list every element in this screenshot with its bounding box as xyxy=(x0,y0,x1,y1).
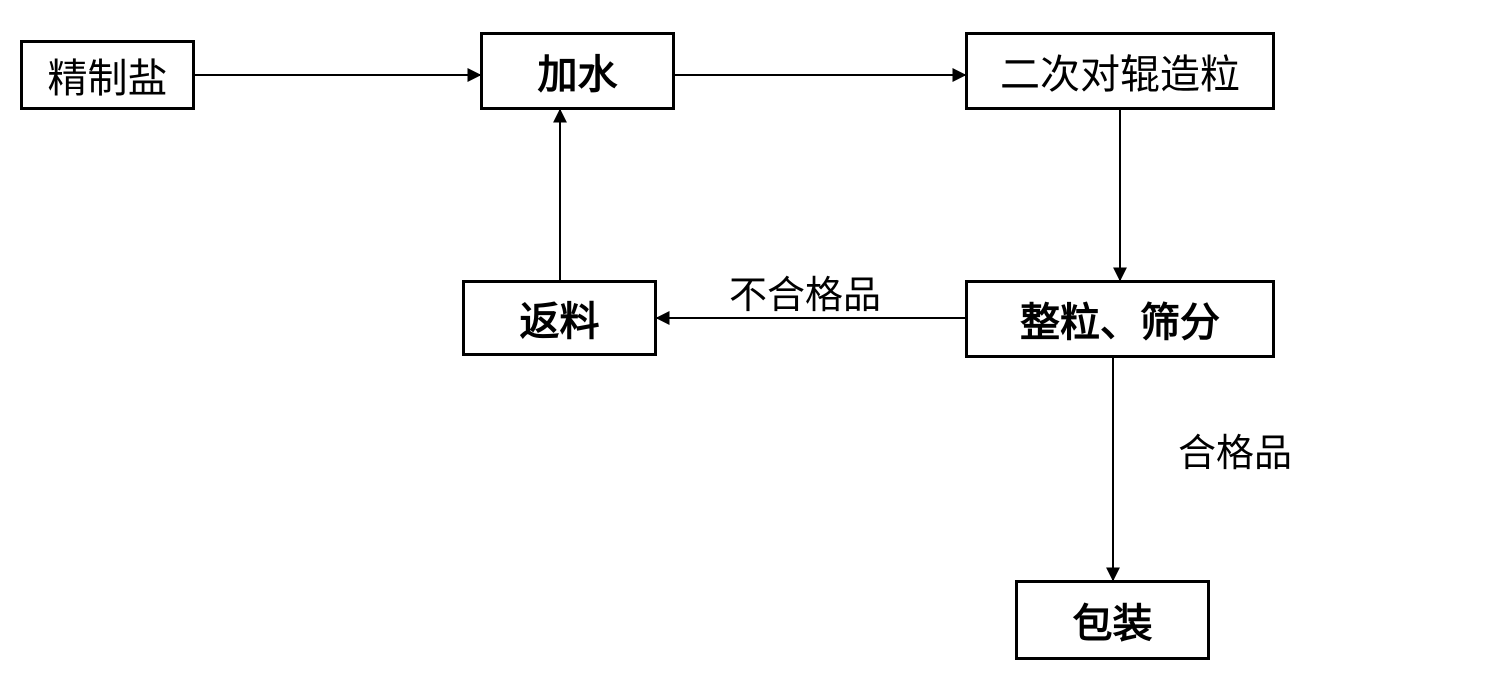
node-sizing: 整粒、筛分 xyxy=(965,280,1275,358)
edge-label-accept_label: 合格品 xyxy=(1150,420,1320,478)
node-label-granulation: 二次对辊造粒 xyxy=(1000,42,1240,100)
node-granulation: 二次对辊造粒 xyxy=(965,32,1275,110)
node-add_water: 加水 xyxy=(480,32,675,110)
node-label-sizing: 整粒、筛分 xyxy=(1020,290,1220,348)
edge-label-reject_label: 不合格品 xyxy=(700,262,910,320)
flowchart-canvas: 精制盐 加水 二次对辊造粒整粒、筛分 返料包装 不合格品合格品 xyxy=(0,0,1493,696)
node-label-add_water: 加水 xyxy=(538,42,618,100)
edge-label-text-accept_label: 合格品 xyxy=(1178,422,1292,477)
node-label-packaging: 包装 xyxy=(1073,591,1153,649)
node-label-refined_salt: 精制盐 xyxy=(48,46,168,104)
node-label-return_feed: 返料 xyxy=(520,289,600,347)
edge-label-text-reject_label: 不合格品 xyxy=(729,264,881,319)
node-return_feed: 返料 xyxy=(462,280,657,356)
node-packaging: 包装 xyxy=(1015,580,1210,660)
node-refined_salt: 精制盐 xyxy=(20,40,195,110)
